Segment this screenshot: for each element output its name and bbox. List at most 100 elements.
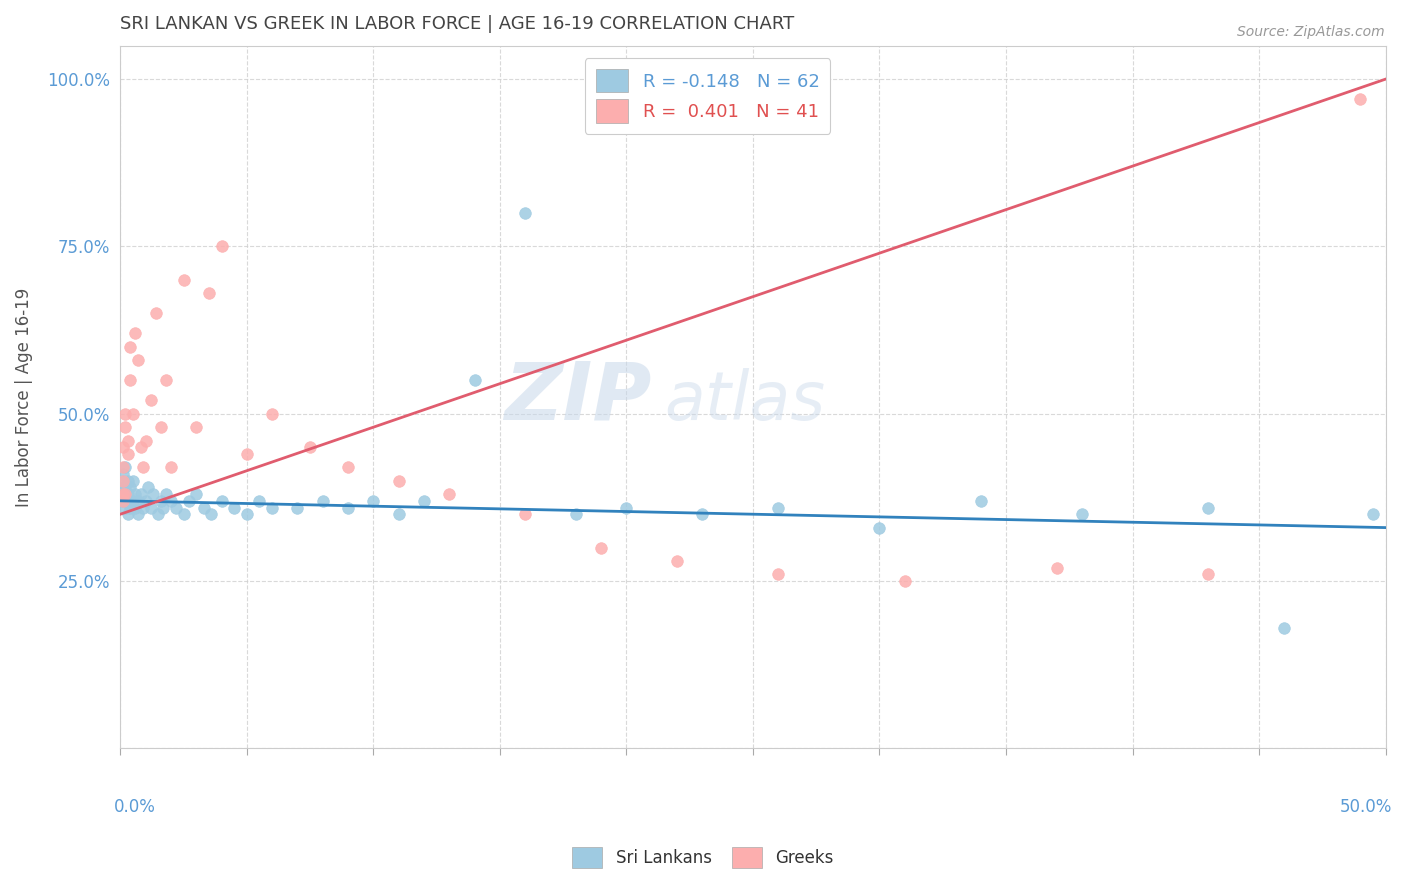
Point <box>236 447 259 461</box>
Point <box>111 487 134 501</box>
Point <box>120 373 142 387</box>
Point <box>337 500 360 515</box>
Point <box>160 460 183 475</box>
Point <box>869 520 891 534</box>
Point <box>236 507 259 521</box>
Point <box>200 507 222 521</box>
Point <box>117 474 139 488</box>
Point <box>160 493 183 508</box>
Point <box>122 493 145 508</box>
Point <box>129 487 152 501</box>
Point <box>591 541 613 555</box>
Point <box>1197 500 1219 515</box>
Point <box>114 407 136 421</box>
Point <box>768 500 790 515</box>
Point <box>111 460 134 475</box>
Point <box>249 493 271 508</box>
Point <box>969 493 991 508</box>
Point <box>616 500 638 515</box>
Point <box>142 487 165 501</box>
Point <box>114 420 136 434</box>
Text: 0.0%: 0.0% <box>114 797 156 815</box>
Point <box>768 567 790 582</box>
Point <box>111 440 134 454</box>
Text: Source: ZipAtlas.com: Source: ZipAtlas.com <box>1237 25 1385 39</box>
Point <box>127 507 149 521</box>
Point <box>1361 507 1384 521</box>
Point <box>363 493 385 508</box>
Point <box>111 493 134 508</box>
Point <box>117 487 139 501</box>
Point <box>120 480 142 494</box>
Point <box>515 507 537 521</box>
Point <box>114 487 136 501</box>
Point <box>198 286 221 301</box>
Point <box>299 440 322 454</box>
Point <box>114 460 136 475</box>
Point <box>1045 560 1067 574</box>
Point <box>111 487 134 501</box>
Point <box>155 487 177 501</box>
Point <box>1070 507 1092 521</box>
Point <box>565 507 588 521</box>
Point <box>893 574 915 589</box>
Point <box>312 493 335 508</box>
Point <box>337 460 360 475</box>
Point <box>149 420 172 434</box>
Point <box>388 474 411 488</box>
Point <box>186 487 208 501</box>
Point <box>224 500 246 515</box>
Point <box>129 440 152 454</box>
Point <box>135 434 157 448</box>
Point <box>122 407 145 421</box>
Point <box>111 467 134 481</box>
Point <box>114 493 136 508</box>
Point <box>111 480 134 494</box>
Point <box>127 353 149 368</box>
Point <box>173 273 195 287</box>
Point <box>117 507 139 521</box>
Point <box>111 474 134 488</box>
Point <box>413 493 436 508</box>
Point <box>464 373 486 387</box>
Point <box>117 434 139 448</box>
Point <box>135 493 157 508</box>
Point <box>1197 567 1219 582</box>
Point <box>173 507 195 521</box>
Point <box>439 487 461 501</box>
Point <box>111 493 134 508</box>
Point <box>117 447 139 461</box>
Text: SRI LANKAN VS GREEK IN LABOR FORCE | AGE 16-19 CORRELATION CHART: SRI LANKAN VS GREEK IN LABOR FORCE | AGE… <box>121 15 794 33</box>
Point <box>515 206 537 220</box>
Legend: Sri Lankans, Greeks: Sri Lankans, Greeks <box>565 840 841 875</box>
Point <box>262 407 284 421</box>
Point <box>193 500 215 515</box>
Point <box>132 460 155 475</box>
Point <box>186 420 208 434</box>
Point <box>155 373 177 387</box>
Point <box>124 487 146 501</box>
Legend: R = -0.148   N = 62, R =  0.401   N = 41: R = -0.148 N = 62, R = 0.401 N = 41 <box>585 58 831 134</box>
Point <box>152 500 174 515</box>
Point <box>149 493 172 508</box>
Point <box>117 493 139 508</box>
Point <box>124 326 146 341</box>
Point <box>139 500 162 515</box>
Point <box>127 493 149 508</box>
Text: 50.0%: 50.0% <box>1340 797 1392 815</box>
Point <box>136 480 159 494</box>
Point <box>1348 92 1371 106</box>
Y-axis label: In Labor Force | Age 16-19: In Labor Force | Age 16-19 <box>15 287 32 507</box>
Text: atlas: atlas <box>665 368 825 434</box>
Point <box>145 306 167 320</box>
Point <box>165 500 187 515</box>
Point <box>114 487 136 501</box>
Point <box>139 393 162 408</box>
Point <box>211 239 233 253</box>
Point <box>262 500 284 515</box>
Point <box>114 500 136 515</box>
Point <box>692 507 714 521</box>
Point <box>1272 621 1295 635</box>
Point <box>114 480 136 494</box>
Point <box>122 474 145 488</box>
